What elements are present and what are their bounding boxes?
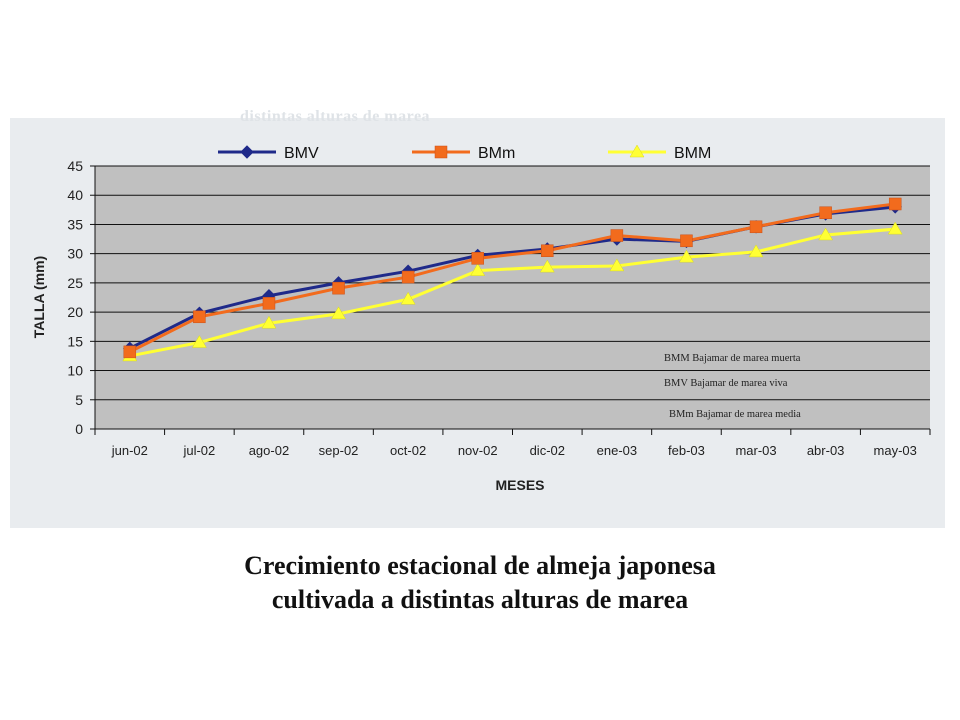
data-point-BMM — [331, 306, 346, 320]
data-point-BMm — [888, 197, 902, 211]
legend-item-BMM: BMM — [608, 144, 711, 162]
legend-label: BMM — [674, 145, 711, 162]
x-tick-label: mar-03 — [735, 443, 776, 458]
data-point-BMm — [680, 234, 693, 248]
legend-item-BMm: BMm — [412, 145, 515, 162]
x-tick-label: abr-03 — [807, 443, 845, 458]
legend-label: BMm — [478, 145, 515, 162]
y-tick-label: 40 — [67, 187, 83, 203]
y-tick-label: 5 — [75, 392, 83, 408]
y-tick-label: 20 — [67, 304, 83, 320]
series-layer — [122, 197, 903, 362]
data-point-BMm — [471, 252, 484, 265]
legend-marker — [434, 145, 448, 159]
data-point-BMM — [887, 221, 903, 235]
data-point-BMm — [123, 345, 137, 359]
data-point-BMM — [679, 249, 694, 263]
caption-line-1: Crecimiento estacional de almeja japones… — [244, 551, 716, 580]
y-tick-label: 25 — [67, 275, 83, 291]
legend-marker — [240, 145, 254, 159]
x-axis-label: MESES — [495, 477, 544, 493]
data-point-BMm — [193, 310, 206, 324]
series-line-BMm — [129, 202, 896, 354]
legend-note: BMm Bajamar de marea media — [669, 409, 801, 420]
series-BMm — [123, 197, 902, 359]
legend-marker — [629, 144, 645, 158]
plot-area — [95, 166, 930, 429]
legend: BMV BMm BMM — [218, 144, 711, 162]
x-tick-label: nov-02 — [458, 443, 498, 458]
data-point-BMm — [610, 229, 624, 242]
x-tick-label: jun-02 — [111, 443, 148, 458]
y-axis-label: TALLA (mm) — [31, 256, 47, 338]
y-tick-label: 45 — [67, 158, 83, 174]
data-point-BMm — [332, 281, 345, 295]
data-point-BMM — [191, 335, 207, 348]
faded-chart-title: distintas alturas de marea — [240, 108, 431, 125]
data-point-BMM — [609, 258, 625, 272]
data-point-BMM — [400, 291, 416, 305]
data-point-BMm — [401, 270, 415, 284]
x-tick-label: jul-02 — [182, 443, 215, 458]
legend-note: BMM Bajamar de marea muerta — [664, 353, 801, 364]
x-tick-label: sep-02 — [319, 443, 359, 458]
y-tick-label: 30 — [67, 246, 83, 262]
x-tick-label: dic-02 — [530, 443, 565, 458]
x-tick-label: feb-03 — [668, 443, 705, 458]
y-tick-label: 10 — [67, 363, 83, 379]
y-tick-label: 35 — [67, 216, 83, 232]
legend-item-BMV: BMV — [218, 145, 319, 162]
x-tick-label: ago-02 — [249, 443, 289, 458]
series-line-BMM — [129, 227, 896, 358]
y-tick-label: 0 — [75, 421, 83, 437]
x-tick-label: may-03 — [874, 443, 917, 458]
data-point-BMm — [749, 220, 763, 234]
data-point-BMm — [819, 206, 832, 220]
data-point-BMM — [818, 227, 834, 241]
data-point-BMm — [541, 244, 554, 257]
y-tick-labels: 0 5 10 15 20 25 30 35 40 45 — [67, 158, 83, 437]
legend-note: BMV Bajamar de marea viva — [664, 378, 788, 389]
legend-label: BMV — [284, 145, 319, 162]
data-point-BMM — [470, 263, 486, 276]
data-point-BMm — [262, 297, 276, 310]
data-point-BMM — [748, 244, 764, 258]
caption: Crecimiento estacional de almeja japones… — [0, 549, 960, 617]
y-tick-label: 15 — [67, 333, 83, 349]
caption-line-2: cultivada a distintas alturas de marea — [271, 585, 689, 614]
data-point-BMM — [539, 259, 555, 273]
legend-notes: BMM Bajamar de marea muerta BMV Bajamar d… — [664, 353, 801, 420]
x-tick-label: ene-03 — [597, 443, 637, 458]
x-tick-label: oct-02 — [390, 443, 426, 458]
data-point-BMM — [261, 315, 277, 329]
x-tick-labels: jun-02 jul-02 ago-02 sep-02 oct-02 nov-02 dic-… — [111, 443, 917, 458]
